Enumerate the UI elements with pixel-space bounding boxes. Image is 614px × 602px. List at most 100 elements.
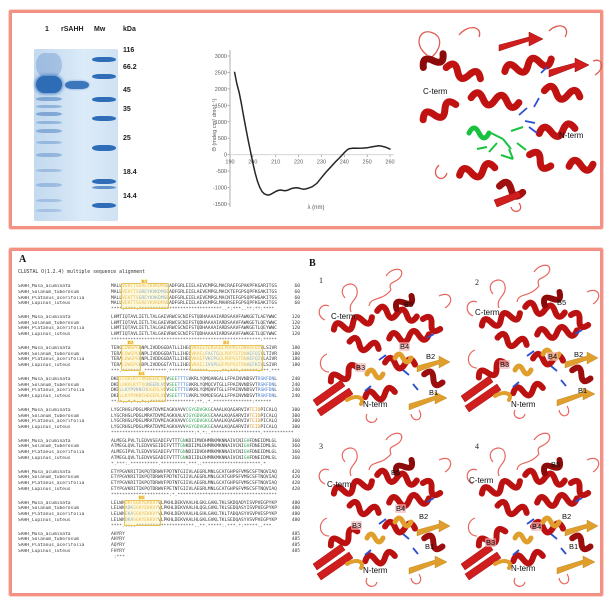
species-name: SAHH_Platanus_acerifolia	[18, 326, 85, 332]
residue-number: 480	[291, 517, 300, 523]
residue-number: 420	[291, 481, 300, 487]
alignment-row: SAHH_Solanum_tuberosum AHYRY 485	[18, 537, 314, 543]
residue-number: 300	[291, 407, 300, 413]
b3-label: B3	[351, 521, 363, 530]
sequence-text: MALLVEKTTSGREYKVKDMSQADFGRLEIELAEVEMPGLM…	[111, 289, 277, 295]
residue-number: 420	[291, 475, 300, 481]
b4-label: B4	[399, 342, 411, 351]
alignment-block: SAHH_Musa_acuminata TERCLDWGPGGNPLIVDDGGD…	[18, 340, 314, 375]
gel-kda-label: kDa	[123, 26, 136, 33]
alignment-row: SAHH_Lupinus_luteus TERALDWGPGGDPLIVDDGGT…	[18, 363, 314, 369]
b4-label: B4	[395, 504, 407, 513]
svg-text:500: 500	[218, 136, 227, 142]
alignment-row: SAHH_Platanus_acerifolia ALMEGIPVLTLEDVVS…	[18, 450, 314, 456]
species-name: SAHH_Platanus_acerifolia	[18, 388, 85, 394]
c-term-label: C-term	[475, 308, 500, 317]
structure-3: 3 B5 C-term B4 B2 B3 B1 N-term	[311, 426, 461, 590]
residue-number: 420	[291, 469, 300, 475]
sequence-text: ETYPGVKRITIKPQTDRWVFPETNTGIIVLAEGRLMNLGC…	[111, 486, 277, 492]
c-term-label: C-term	[469, 476, 494, 485]
binding-region-label: B1	[140, 278, 148, 284]
species-name: SAHH_Musa_acuminata	[18, 469, 71, 475]
alignment-row: SAHH_Musa_acuminata LYGCRHSLPDGLMRATDVMIA…	[18, 408, 314, 414]
top-figure-panel: 1 rSAHH Mw kDa	[9, 10, 603, 229]
species-name: SAHH_Solanum_tuberosum	[18, 506, 79, 512]
residue-number: 360	[291, 450, 300, 456]
alignment-blocks: SAHH_Musa_acuminata MALLVEKTTSGREYKVKDMSQ…	[18, 278, 314, 561]
svg-text:0: 0	[224, 153, 227, 159]
sequence-text: LELWNEKASGKYEKKVYVLPKHLDEKVAALHLGHLGAKLT…	[111, 512, 277, 518]
clustal-header: CLUSTAL O(1.2.4) multiple sequence align…	[18, 270, 146, 275]
sequence-text: LYGCRHSLPDGLMRATDVMIAGKVAVVCGYGDVGKGCAAA…	[111, 419, 278, 425]
sequence-text: ATMEGLQVLTLEDVVSEIDIFVTTTGNKDIIMLDHMRKMK…	[111, 444, 278, 450]
alignment-row: SAHH_Lupinus_luteus DKELLKYPVKNCHDGERLVGV…	[18, 394, 314, 400]
gel-marker-116: 116	[123, 47, 135, 54]
structure-2-number: 2	[475, 278, 479, 287]
residue-number: 180	[291, 345, 300, 351]
consensus-row: ******************************:*.*:.****…	[111, 430, 294, 436]
gel-marker-35: 35	[123, 106, 131, 113]
species-name: SAHH_Musa_acuminata	[18, 314, 71, 320]
residue-number: 480	[291, 512, 300, 518]
gel-marker-band	[92, 186, 116, 189]
alignment-row: SAHH_Lupinus_luteus LYGCRHSLPDGLMRATDVMIA…	[18, 425, 314, 431]
gel-band	[36, 199, 62, 202]
sequence-text: TERALDWGPGGNPLIVDDGGDATLLIHEGVKAEFVKCPGQ…	[111, 357, 278, 363]
alignment-row: SAHH_Platanus_acerifolia DKDLLKYPVKNCHDGE…	[18, 388, 314, 394]
species-name: SAHH_Solanum_tuberosum	[18, 351, 79, 357]
alignment-block: SAHH_Musa_acuminata AHYRY 485 SAHH_Solanum_…	[18, 532, 314, 561]
species-name: SAHH_Musa_acuminata	[18, 345, 71, 351]
svg-text:-1000: -1000	[213, 186, 227, 192]
residue-number: 485	[291, 548, 300, 554]
residue-number: 120	[291, 314, 300, 320]
alignment-block: SAHH_Musa_acuminata LHMTIQTAVLIETLTALGAEV…	[18, 315, 314, 344]
species-name: SAHH_Solanum_tuberosum	[18, 444, 79, 450]
alignment-row: SAHH_Lupinus_luteus LELWNDKASGKYEKKVYVLPK…	[18, 518, 314, 524]
species-name: SAHH_Musa_acuminata	[18, 531, 71, 537]
consensus-row: :***	[111, 554, 125, 560]
sequence-text: LELWNADKSGKYEKKVYVLPKHLDEKVAALHLQGLGVKLT…	[111, 506, 277, 512]
gel-band	[36, 209, 62, 212]
species-name: SAHH_Platanus_acerifolia	[18, 481, 85, 487]
residue-number: 480	[291, 506, 300, 512]
alignment-row: SAHH_Platanus_acerifolia ETYPGVKRITIKPQTD…	[18, 481, 314, 487]
residue-number: 300	[291, 425, 300, 430]
gel-lane-label-1: 1	[45, 26, 49, 33]
species-name: SAHH_Solanum_tuberosum	[18, 537, 79, 543]
residue-number: 300	[291, 413, 300, 419]
sequence-text: ALMEGLPVLTLEDVVSEADIFVTTTGNKDIIMVDHMRKMK…	[111, 438, 278, 444]
sequence-text: LHMTIQTAVLIETLTALGAEVRWCSCNIFSTQDHAAAAIA…	[111, 314, 277, 320]
sequence-text: DKELLKYPVKNCHDGERLVGVSEETTTGVKRLYKMQESGA…	[111, 394, 278, 400]
svg-text:230: 230	[317, 160, 326, 166]
species-name: SAHH_Platanus_acerifolia	[18, 543, 85, 548]
alignment-row: SAHH_Musa_acuminata AHYRY 485	[18, 532, 314, 538]
sequence-text: ALMEGIPVLTLEDVVSEADIFVTTTGNNDIIDVDHMRKMK…	[111, 450, 278, 456]
sequence-text: MALLVEKTTSGREYKVKDMSQADFGRLEIELAEVEMPGLM…	[111, 295, 277, 301]
gel-band	[36, 105, 62, 108]
species-name: SAHH_Solanum_tuberosum	[18, 475, 79, 481]
b1-label: B1	[429, 388, 439, 397]
sahh-structure-image	[399, 15, 605, 215]
sequence-text: MALLVEKTTSGREYKVKDMSQADFGRLEIELAEVEMPGLM…	[111, 284, 277, 289]
residue-number: 240	[291, 376, 300, 382]
svg-text:2500: 2500	[215, 70, 227, 76]
sequence-text: DKDLAKVLKYTVQNGERLVGVSEETTTGVKRLYQMQCVTG…	[111, 382, 278, 388]
gel-band	[36, 121, 62, 124]
gel-marker-band	[92, 116, 116, 121]
gel-marker-14: 14.4	[123, 193, 137, 200]
b5-label: B5	[557, 298, 567, 307]
alignment-row: SAHH_Musa_acuminata MALLVEKTTSGREYKVKDMSQ…	[18, 284, 314, 290]
gel-marker-66: 66.2	[123, 64, 137, 71]
gel-marker-band	[92, 97, 116, 102]
sequence-text: MALLVEKTTSGREYKVKDMSQADFGRLEIELAEVEMPGLM…	[111, 301, 277, 307]
alignment-block: SAHH_Musa_acuminata MALLVEKTTSGREYKVKDMSQ…	[18, 278, 314, 313]
species-name: SAHH_Solanum_tuberosum	[18, 382, 79, 388]
alignment-row: SAHH_Solanum_tuberosum TERALDWGPGGNPLIVDD…	[18, 352, 314, 358]
alignment-row: SAHH_Solanum_tuberosum ETYPGVKRITIKPQTDRW…	[18, 475, 314, 481]
sds-page-gel-image	[34, 49, 118, 221]
panel-b-letter: B	[309, 258, 316, 269]
alignment-row: SAHH_Musa_acuminata LHMTIQTAVLIETLTALGAEV…	[18, 315, 314, 321]
cd-spectrum-chart: 3000 2500 2000 1500 1000 500 0 -500 -1000 -1500 19…	[212, 50, 395, 211]
sequence-text: LELWNEKTSGKYEKKVYVLPKHLDEKVAALHLGKLGAKLT…	[111, 500, 277, 506]
